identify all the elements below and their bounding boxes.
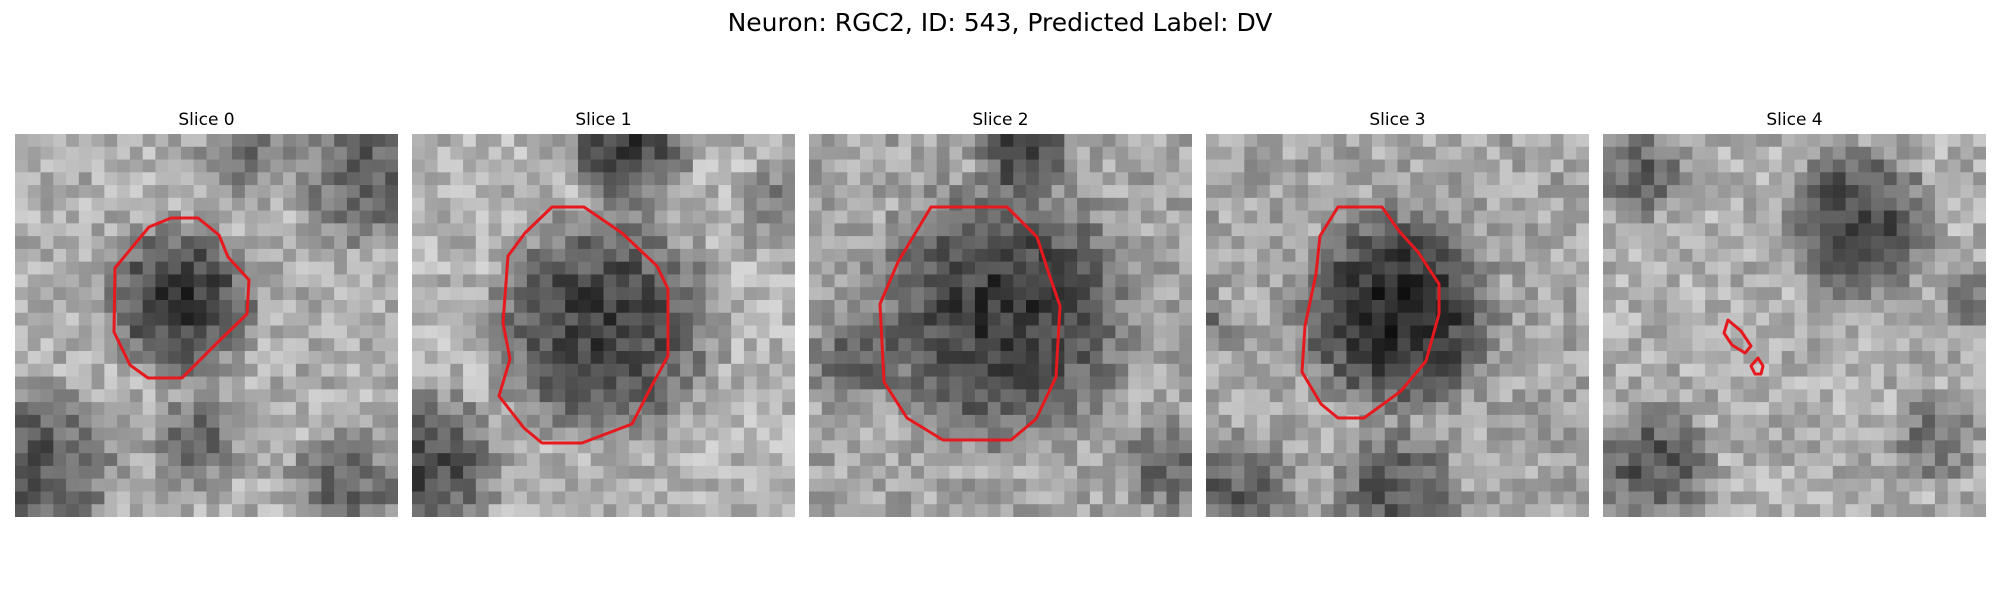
slice-panel-1: Slice 1: [412, 108, 795, 517]
slice-panel-2: Slice 2: [809, 108, 1192, 517]
roi-outline: [497, 205, 670, 445]
slice-title: Slice 4: [1766, 110, 1823, 130]
slice-panel-0: Slice 0: [15, 108, 398, 517]
slice-image-0: [15, 134, 398, 517]
roi-outline: [1749, 356, 1765, 376]
slice-image-2: [809, 134, 1192, 517]
roi-outline: [112, 216, 251, 380]
roi-outline: [1300, 205, 1441, 420]
slice-image-3: [1206, 134, 1589, 517]
roi-outline: [878, 205, 1062, 442]
figure-title: Neuron: RGC2, ID: 543, Predicted Label: …: [727, 8, 1273, 37]
slice-panel-3: Slice 3: [1206, 108, 1589, 517]
slice-image-1: [412, 134, 795, 517]
slice-image-4: [1603, 134, 1986, 517]
roi-outline: [1722, 318, 1753, 355]
slice-title: Slice 1: [575, 110, 632, 130]
slice-title: Slice 3: [1369, 110, 1426, 130]
slice-title: Slice 2: [972, 110, 1029, 130]
slice-panel-4: Slice 4: [1603, 108, 1986, 517]
slice-title: Slice 0: [178, 110, 235, 130]
